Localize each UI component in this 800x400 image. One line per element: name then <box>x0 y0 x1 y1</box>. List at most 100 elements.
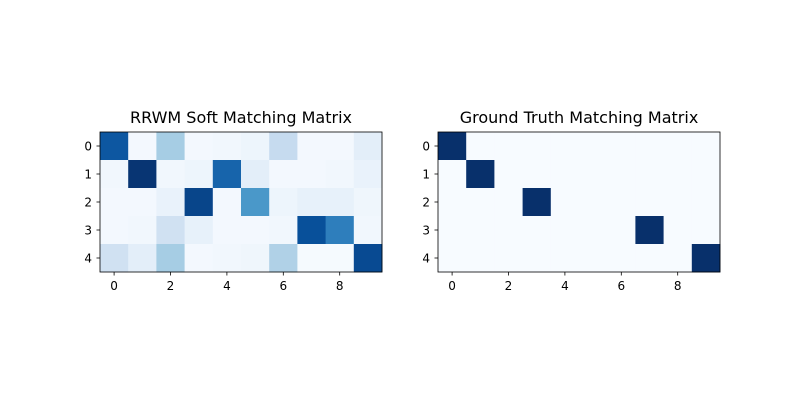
rrwm-heatmap-panel: RRWM Soft Matching Matrix 0 2 4 6 8 0 1 2 3 4 <box>84 108 383 293</box>
heatmap-cell-r2-c3 <box>184 188 214 217</box>
heatmap-cell-r4-c1 <box>128 244 157 273</box>
heatmap-cell-r0-c9 <box>353 132 383 161</box>
heatmap-cell-r1-c2 <box>156 160 185 189</box>
x-tick-label: 4 <box>223 279 231 293</box>
heatmap-cell-r2-c8 <box>325 188 355 217</box>
heatmap-cell-r3-c4 <box>212 216 242 245</box>
heatmap-cell-r4-c7 <box>635 244 664 273</box>
heatmap-cell-r3-c5 <box>579 216 608 245</box>
heatmap-cell-r2-c5 <box>579 188 608 217</box>
heatmap-cell-r4-c3 <box>522 244 552 273</box>
heatmap-cell-r3-c9 <box>353 216 383 245</box>
heatmap-cell-r3-c3 <box>184 216 214 245</box>
heatmap-cell-r3-c1 <box>128 216 157 245</box>
heatmap-cell-r0-c4 <box>212 132 242 161</box>
heatmap-cell-r0-c8 <box>663 132 693 161</box>
heatmap-cell-r0-c4 <box>550 132 580 161</box>
y-tick-label: 1 <box>84 167 92 181</box>
heatmap-cell-r1-c7 <box>297 160 326 189</box>
heatmap-cell-r1-c6 <box>269 160 298 189</box>
chart-title: RRWM Soft Matching Matrix <box>130 108 352 127</box>
heatmap-cell-r0-c1 <box>128 132 157 161</box>
heatmap-cell-r3-c9 <box>691 216 721 245</box>
heatmap-cell-r2-c2 <box>494 188 523 217</box>
heatmap-cell-r0-c1 <box>466 132 495 161</box>
y-tick-label: 3 <box>84 223 92 237</box>
heatmap-cell-r4-c5 <box>579 244 608 273</box>
heatmap-cell-r2-c0 <box>438 188 467 217</box>
y-tick-label: 4 <box>84 251 92 265</box>
ground-truth-heatmap-panel: Ground Truth Matching Matrix 0 2 4 6 8 0 1 2 3 4 <box>422 108 721 293</box>
y-tick-label: 4 <box>422 251 430 265</box>
y-tick-label: 2 <box>84 195 92 209</box>
x-tick-label: 2 <box>167 279 175 293</box>
x-tick-label: 0 <box>448 279 456 293</box>
y-tick-label: 3 <box>422 223 430 237</box>
heatmap-cell-r1-c6 <box>607 160 636 189</box>
y-tick-label: 2 <box>422 195 430 209</box>
heatmap-cell-r2-c9 <box>353 188 383 217</box>
heatmap-cell-r2-c0 <box>100 188 129 217</box>
y-tick-label: 0 <box>422 139 430 153</box>
heatmap-cell-r0-c3 <box>522 132 552 161</box>
heatmap-cell-r4-c6 <box>269 244 298 273</box>
heatmap-cell-r3-c4 <box>550 216 580 245</box>
heatmap-cell-r4-c8 <box>663 244 693 273</box>
heatmap-cell-r4-c4 <box>550 244 580 273</box>
x-tick-label: 8 <box>674 279 682 293</box>
heatmap-cell-r0-c0 <box>438 132 467 161</box>
heatmap-cell-r4-c9 <box>353 244 383 273</box>
heatmap-cell-r4-c9 <box>691 244 721 273</box>
heatmap-cell-r2-c1 <box>128 188 157 217</box>
heatmap-cell-r0-c6 <box>269 132 298 161</box>
heatmap-cell-r0-c5 <box>241 132 270 161</box>
heatmap-cell-r0-c5 <box>579 132 608 161</box>
heatmap-cell-r2-c2 <box>156 188 185 217</box>
y-tick-label: 1 <box>422 167 430 181</box>
heatmap-cell-r2-c7 <box>297 188 326 217</box>
heatmap-cell-r1-c5 <box>241 160 270 189</box>
heatmap-cell-r0-c3 <box>184 132 214 161</box>
heatmap-cell-r2-c4 <box>212 188 242 217</box>
heatmap-cell-r1-c0 <box>438 160 467 189</box>
heatmap-cell-r3-c2 <box>156 216 185 245</box>
heatmap-cell-r0-c8 <box>325 132 355 161</box>
chart-title: Ground Truth Matching Matrix <box>460 108 699 127</box>
heatmap-cell-r0-c7 <box>635 132 664 161</box>
heatmap-cell-r1-c8 <box>663 160 693 189</box>
heatmap-cell-r4-c1 <box>466 244 495 273</box>
heatmap-cell-r3-c7 <box>635 216 664 245</box>
heatmap-cell-r3-c0 <box>100 216 129 245</box>
x-tick-label: 6 <box>617 279 625 293</box>
heatmap-cell-r0-c7 <box>297 132 326 161</box>
heatmap-cell-r2-c6 <box>269 188 298 217</box>
x-tick-label: 4 <box>561 279 569 293</box>
heatmap-cell-r3-c8 <box>325 216 355 245</box>
heatmap-cell-r1-c9 <box>691 160 721 189</box>
heatmap-cell-r4-c0 <box>100 244 129 273</box>
heatmap-cell-r1-c9 <box>353 160 383 189</box>
heatmap-cell-r4-c4 <box>212 244 242 273</box>
heatmap-cell-r4-c8 <box>325 244 355 273</box>
heatmap-cell-r4-c2 <box>156 244 185 273</box>
heatmap-cell-r0-c2 <box>156 132 185 161</box>
heatmap-cell-r1-c4 <box>212 160 242 189</box>
heatmap-cell-r1-c1 <box>466 160 495 189</box>
heatmap-cell-r0-c0 <box>100 132 129 161</box>
heatmap-cell-r3-c3 <box>522 216 552 245</box>
heatmap-cell-r4-c3 <box>184 244 214 273</box>
heatmap-cell-r4-c5 <box>241 244 270 273</box>
heatmap-cell-r3-c1 <box>466 216 495 245</box>
heatmap-cell-r1-c3 <box>184 160 214 189</box>
x-tick-label: 0 <box>110 279 118 293</box>
heatmap-cell-r2-c6 <box>607 188 636 217</box>
heatmap-cell-r3-c0 <box>438 216 467 245</box>
heatmap-cell-r4-c0 <box>438 244 467 273</box>
heatmap-cell-r1-c1 <box>128 160 157 189</box>
heatmap-cell-r1-c3 <box>522 160 552 189</box>
heatmap-cell-r2-c4 <box>550 188 580 217</box>
heatmap-cell-r1-c2 <box>494 160 523 189</box>
heatmap-cell-r2-c7 <box>635 188 664 217</box>
heatmap-cell-r1-c0 <box>100 160 129 189</box>
heatmap-cell-r4-c6 <box>607 244 636 273</box>
